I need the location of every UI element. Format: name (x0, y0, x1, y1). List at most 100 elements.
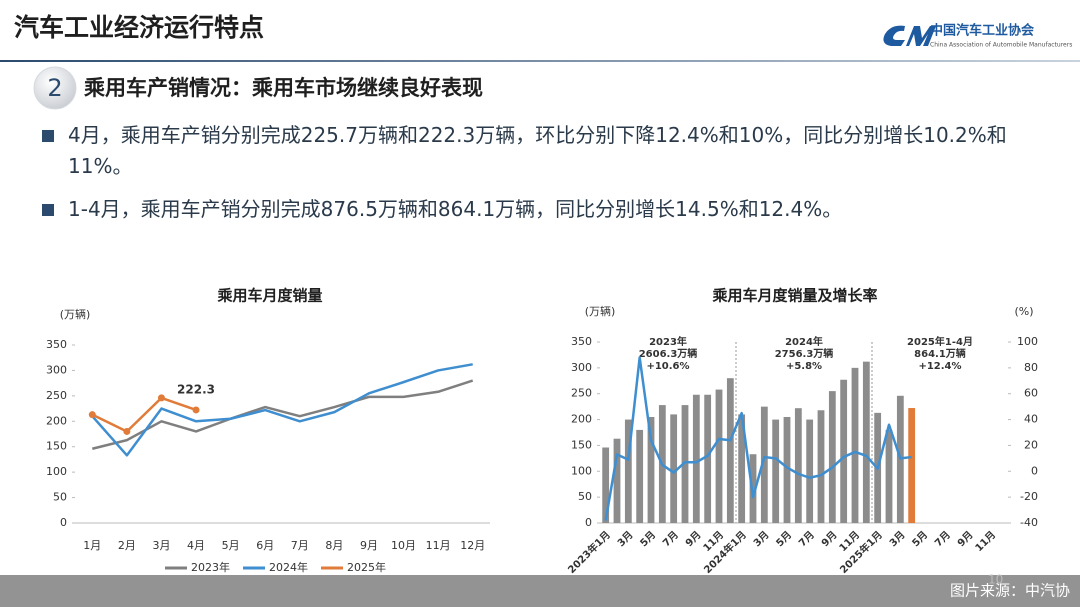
y-tick-label: 200 (571, 413, 592, 426)
logo-text: 中国汽车工业协会 (930, 23, 1035, 39)
x-tick-label: 2023年1月 (565, 528, 613, 576)
section-number: 2 (47, 74, 62, 102)
x-tick-label: 7月 (291, 539, 309, 552)
x-tick-label: 5月 (774, 529, 794, 549)
annotation: +12.4% (918, 361, 961, 372)
annotation: 2023年 (649, 335, 687, 348)
legend-label: 2025年 (347, 560, 386, 574)
y-tick-label: 200 (46, 414, 67, 427)
bar (794, 408, 802, 523)
x-tick-label: 1月 (83, 539, 101, 552)
section-title: 乘用车产销情况：乘用车市场继续良好表现 (83, 76, 483, 100)
y-tick-label: 150 (46, 440, 67, 453)
x-tick-label: 2月 (118, 539, 136, 552)
y-tick-label: 100 (46, 465, 67, 478)
bar (602, 447, 610, 523)
annotation: 2606.3万辆 (639, 347, 698, 360)
y2-tick-label: -40 (1020, 516, 1038, 529)
chart-title: 乘用车月度销量及增长率 (711, 287, 877, 305)
y2-tick-label: 80 (1024, 361, 1038, 374)
x-tick-label: 3月 (751, 529, 771, 549)
slide-title: 汽车工业经济运行特点 (14, 13, 264, 42)
bar (772, 419, 780, 523)
bar (613, 438, 621, 523)
x-tick-label: 5月 (910, 529, 930, 549)
bar (726, 378, 734, 523)
bullet: 4月，乘用车产销分别完成225.7万辆和222.3万辆，环比分别下降12.4%和… (40, 120, 1050, 182)
x-tick-label: 11月 (973, 529, 998, 554)
legend-label: 2023年 (191, 560, 230, 574)
y2-tick-label: 60 (1024, 387, 1038, 400)
bar (715, 389, 723, 523)
annotation: 2025年1-4月 (907, 335, 973, 348)
x-tick-label: 3月 (152, 539, 170, 552)
point (123, 427, 131, 435)
bar (681, 405, 689, 523)
y-tick-label: 350 (46, 338, 67, 351)
bullet: 1-4月，乘用车产销分别完成876.5万辆和864.1万辆，同比分别增长14.5… (40, 194, 1050, 225)
y2-tick-label: 40 (1024, 413, 1038, 426)
y-tick-label: 250 (46, 389, 67, 402)
annotation: +10.6% (646, 361, 689, 372)
bar (760, 406, 768, 523)
y-tick-label: 0 (585, 516, 592, 529)
x-tick-label: 9月 (360, 539, 378, 552)
footer-source: 图片来源：中汽协 (950, 582, 1070, 600)
logo-subtext: China Association of Automobile Manufact… (930, 42, 1072, 49)
bar (851, 367, 859, 523)
y-tick-label: 50 (578, 490, 592, 503)
y2-tick-label: 0 (1031, 464, 1038, 477)
y2-axis-label: (%) (1014, 305, 1033, 318)
bar (908, 408, 916, 523)
chart-title: 乘用车月度销量 (216, 287, 322, 305)
y2-tick-label: -20 (1020, 490, 1038, 503)
bar (862, 361, 870, 523)
y-tick-label: 50 (53, 491, 67, 504)
x-tick-label: 11月 (426, 539, 451, 552)
bar (670, 414, 678, 523)
section-badge (33, 66, 77, 110)
line-series (91, 379, 474, 450)
y-tick-label: 300 (571, 361, 592, 374)
bar (840, 379, 848, 523)
bullet-list: 4月，乘用车产销分别完成225.7万辆和222.3万辆，环比分别下降12.4%和… (40, 120, 1050, 237)
y-axis-label: (万辆) (60, 307, 91, 321)
y-tick-label: 300 (46, 363, 67, 376)
page-number: 10 (988, 573, 1003, 587)
bar (885, 429, 893, 523)
x-tick-label: 3月 (887, 529, 907, 549)
bar (817, 410, 825, 523)
x-tick-label: 12月 (460, 539, 485, 552)
x-tick-label: 7月 (932, 529, 952, 549)
line-series (91, 363, 473, 457)
annotation: 2024年 (785, 335, 823, 348)
x-tick-label: 5月 (222, 539, 240, 552)
bar (647, 416, 655, 523)
x-tick-label: 5月 (638, 529, 658, 549)
line-series (604, 356, 912, 521)
bar (806, 419, 814, 523)
header-rule (0, 60, 1080, 62)
bar (692, 394, 700, 523)
y-tick-label: 0 (60, 516, 67, 529)
y-tick-label: 100 (571, 464, 592, 477)
y-tick-label: 350 (571, 335, 592, 348)
footer-bar (0, 575, 1080, 607)
data-label: 222.3 (177, 382, 215, 396)
x-tick-label: 8月 (325, 539, 343, 552)
x-tick-label: 7月 (660, 529, 680, 549)
x-tick-label: 6月 (256, 539, 274, 552)
y-axis-label: (万辆) (585, 304, 616, 318)
annotation: +5.8% (786, 361, 822, 372)
x-tick-label: 3月 (615, 529, 635, 549)
y2-tick-label: 20 (1024, 438, 1038, 451)
point (157, 394, 165, 402)
x-tick-label: 4月 (187, 539, 205, 552)
point (88, 411, 96, 419)
y2-tick-label: 100 (1017, 335, 1038, 348)
bar (783, 416, 791, 523)
point (192, 406, 200, 414)
